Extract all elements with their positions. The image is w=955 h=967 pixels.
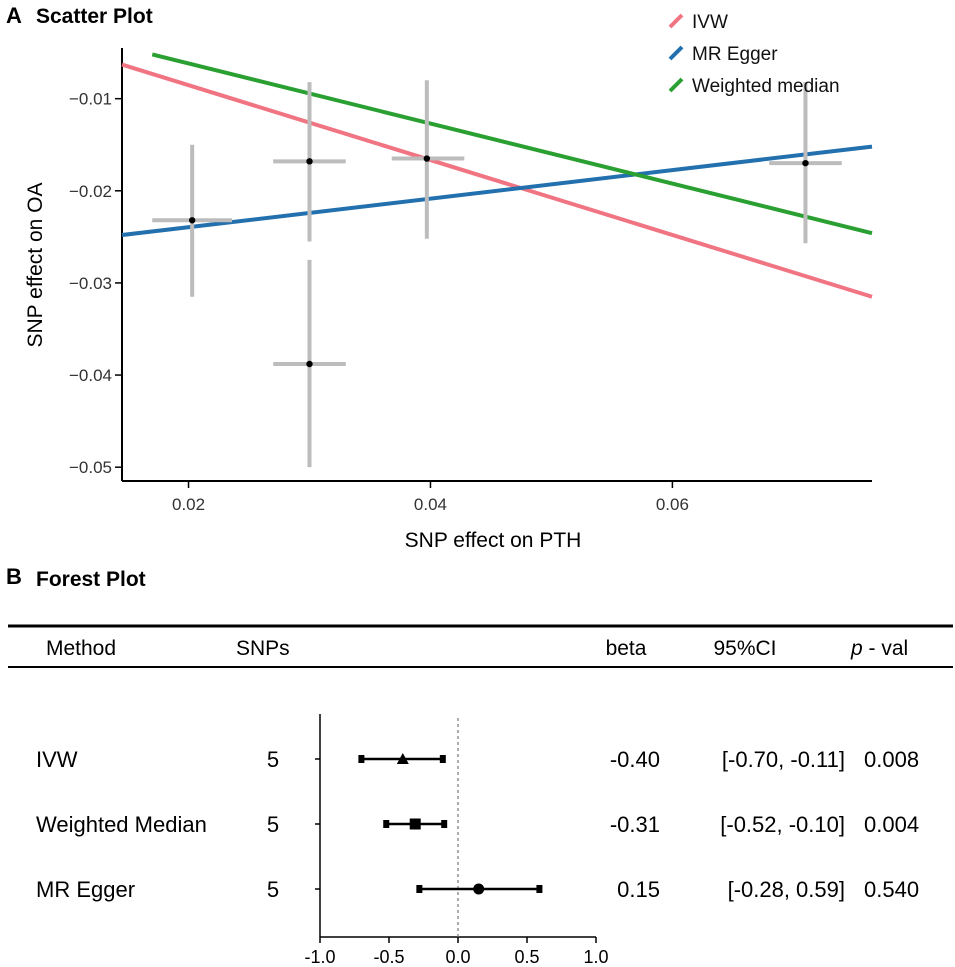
header-snps: SNPs xyxy=(236,637,290,660)
scatter-y-tick-label: −0.03 xyxy=(69,274,112,293)
header-method: Method xyxy=(46,637,116,660)
scatter-point xyxy=(188,217,196,224)
scatter-x-tick-label: 0.02 xyxy=(172,495,205,514)
scatter-line-mr-egger xyxy=(121,144,873,238)
scatter-title: Scatter Plot xyxy=(36,5,153,28)
forest-x-tick-label: 0.5 xyxy=(514,947,539,967)
forest-x-tick-label: 1.0 xyxy=(583,947,608,967)
forest-title: Forest Plot xyxy=(36,568,146,591)
scatter-x-label: SNP effect on PTH xyxy=(405,529,582,552)
header-pval-italic: p xyxy=(850,637,863,660)
scatter-axes xyxy=(121,48,872,482)
row-snps: 5 xyxy=(267,747,279,772)
row-method: Weighted Median xyxy=(36,812,207,837)
row-beta: -0.40 xyxy=(610,747,660,772)
header-pval-rest: - val xyxy=(863,637,909,660)
scatter-regression-lines xyxy=(121,52,873,299)
forest-ci-cap-low xyxy=(383,820,390,828)
scatter-point xyxy=(423,155,431,162)
scatter-ticks: 0.02 0.04 0.06 −0.01 −0.02 −0.03 −0.04 −0.05 xyxy=(69,90,689,514)
forest-ci-cap-high xyxy=(536,885,543,893)
scatter-y-tick-label: −0.05 xyxy=(69,458,112,477)
forest-x-tick-label: -0.5 xyxy=(373,947,404,967)
row-pval: 0.004 xyxy=(864,812,919,837)
scatter-point xyxy=(802,159,809,167)
header-beta: beta xyxy=(606,637,647,660)
header-pval: p - val xyxy=(850,637,908,660)
header-ci: 95%CI xyxy=(713,637,776,660)
forest-estimate-triangle xyxy=(396,753,409,764)
forest-table-rows: IVW 5 -0.40 [-0.70, -0.11] 0.008 Weighted Med… xyxy=(36,747,919,902)
row-ci: [-0.70, -0.11] xyxy=(722,747,845,772)
row-method: MR Egger xyxy=(36,877,135,902)
row-beta: 0.15 xyxy=(617,877,660,902)
legend-swatch-ivw xyxy=(668,13,684,29)
row-snps: 5 xyxy=(267,877,279,902)
scatter-y-tick-label: −0.04 xyxy=(69,366,112,385)
panel-a-letter: A xyxy=(6,3,22,28)
scatter-line-ivw xyxy=(121,62,873,299)
scatter-point xyxy=(306,360,313,368)
panel-b-letter: B xyxy=(6,564,22,589)
scatter-y-label: SNP effect on OA xyxy=(24,183,47,348)
scatter-x-tick-label: 0.04 xyxy=(414,495,447,514)
forest-x-tick-label: -1.0 xyxy=(304,947,335,967)
scatter-y-tick-label: −0.01 xyxy=(69,90,112,109)
forest-estimate-circle xyxy=(473,883,485,895)
legend-label: Weighted median xyxy=(692,76,840,97)
forest-ci-cap-high xyxy=(441,820,448,828)
row-ci: [-0.28, 0.59] xyxy=(728,877,845,902)
forest-estimate-square xyxy=(409,818,421,830)
scatter-point xyxy=(306,158,313,165)
forest-estimates xyxy=(358,718,543,937)
legend-label: IVW xyxy=(692,12,728,33)
row-pval: 0.540 xyxy=(864,877,919,902)
legend-swatch-weighted-median xyxy=(668,77,684,93)
row-ci: [-0.52, -0.10] xyxy=(720,812,845,837)
row-pval: 0.008 xyxy=(864,747,919,772)
scatter-line-weighted-median xyxy=(151,52,873,236)
scatter-x-tick-label: 0.06 xyxy=(656,495,689,514)
forest-ci-cap-high xyxy=(439,755,446,763)
row-snps: 5 xyxy=(267,812,279,837)
scatter-y-tick-label: −0.02 xyxy=(69,182,112,201)
forest-ticks: -1.0 -0.5 0.0 0.5 1.0 xyxy=(304,758,609,967)
forest-ci-cap-low xyxy=(416,885,423,893)
forest-x-tick-label: 0.0 xyxy=(445,947,470,967)
forest-ci-cap-low xyxy=(358,755,365,763)
legend-label: MR Egger xyxy=(692,44,778,65)
legend-swatch-mr-egger xyxy=(668,45,684,61)
row-beta: -0.31 xyxy=(610,812,660,837)
scatter-legend: IVW MR Egger Weighted median xyxy=(668,12,840,97)
forest-axes xyxy=(319,714,596,938)
row-method: IVW xyxy=(36,747,78,772)
scatter-points xyxy=(188,155,809,368)
